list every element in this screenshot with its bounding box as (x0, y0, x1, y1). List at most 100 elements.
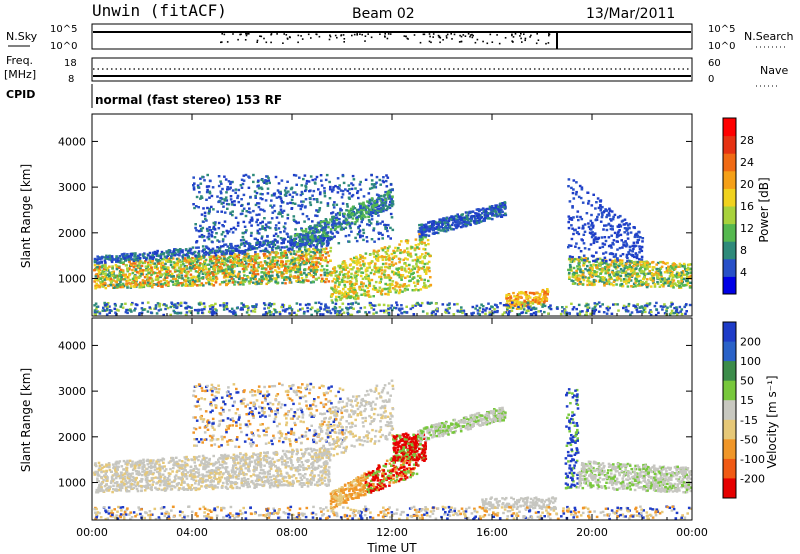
echo-cell (428, 269, 431, 273)
echo-cell (115, 260, 118, 263)
nsky-point (519, 35, 521, 37)
echo-cell (347, 294, 350, 297)
echo-cell (575, 271, 579, 274)
echo-cell (380, 208, 383, 211)
echo-cell (360, 215, 364, 218)
echo-cell (335, 295, 338, 299)
nsky-point (329, 34, 331, 37)
echo-cell (195, 195, 199, 199)
echo-cell (414, 244, 418, 247)
echo-cell (293, 252, 296, 255)
echo-cell (309, 175, 313, 178)
echo-cell (425, 286, 428, 289)
echo-cell (261, 275, 264, 278)
echo-cell (129, 286, 133, 289)
echo-cell (96, 284, 99, 287)
echo-cell (263, 248, 267, 252)
echo-cell (338, 280, 342, 284)
echo-cell (370, 218, 374, 221)
echo-cell (284, 186, 288, 190)
echo-cell (229, 246, 233, 249)
echo-cell (217, 261, 221, 264)
echo-cell (370, 173, 373, 177)
echo-cell (213, 269, 216, 272)
echo-cell (513, 302, 516, 305)
echo-cell (688, 263, 691, 266)
echo-cell (466, 214, 470, 217)
echo-cell (645, 260, 648, 263)
nsky-point (239, 33, 241, 36)
echo-cell (216, 246, 219, 249)
echo-cell (355, 216, 359, 219)
echo-cell (531, 298, 535, 302)
echo-cell (662, 280, 666, 283)
echo-cell (343, 283, 346, 287)
echo-cell (568, 257, 571, 260)
echo-cell (121, 271, 125, 274)
echo-cell (169, 270, 172, 273)
echo-cell (312, 263, 315, 266)
echo-cell (532, 297, 536, 300)
echo-cell (326, 239, 329, 243)
nsky-point (245, 34, 248, 37)
echo-cell (201, 245, 205, 248)
echo-cell (186, 250, 190, 253)
echo-cell (416, 246, 419, 249)
echo-cell (308, 201, 312, 204)
echo-cell (655, 273, 659, 277)
echo-cell (616, 265, 619, 269)
echo-cell (197, 259, 200, 262)
echo-cell (95, 286, 99, 289)
echo-cell (100, 261, 104, 264)
echo-cell (370, 183, 374, 186)
echo-cell (370, 278, 374, 282)
nsky-point (419, 41, 422, 44)
echo-cell (320, 220, 323, 224)
echo-cell (443, 221, 446, 224)
echo-cell (332, 215, 336, 219)
echo-cell (336, 277, 339, 280)
echo-cell (435, 226, 438, 229)
echo-cell (267, 279, 271, 283)
echo-cell (298, 176, 301, 179)
echo-cell (615, 260, 618, 263)
echo-cell (247, 280, 251, 283)
echo-cell (229, 273, 233, 276)
echo-cell (374, 212, 378, 215)
echo-cell (567, 268, 570, 272)
echo-cell (384, 251, 388, 254)
echo-cell (197, 186, 200, 189)
echo-cell (327, 226, 330, 229)
echo-cell (96, 266, 99, 269)
echo-cell (684, 283, 687, 287)
echo-cell (571, 259, 575, 262)
echo-cell (398, 261, 401, 264)
echo-cell (365, 273, 368, 276)
nsky-point (439, 37, 442, 39)
echo-cell (317, 236, 320, 239)
echo-cell (689, 274, 692, 277)
echo-cell (621, 265, 625, 268)
echo-cell (206, 274, 209, 277)
echo-cell (248, 282, 251, 285)
echo-cell (362, 228, 365, 232)
echo-cell (225, 249, 229, 253)
echo-cell (377, 204, 381, 207)
echo-cell (416, 274, 420, 278)
echo-cell (148, 282, 151, 286)
echo-cell (579, 280, 582, 284)
echo-cell (355, 211, 358, 215)
echo-cell (274, 227, 277, 230)
echo-cell (191, 278, 195, 282)
echo-cell (191, 284, 194, 287)
echo-cell (355, 280, 358, 283)
echo-cell (384, 198, 387, 201)
echo-cell (624, 272, 628, 275)
echo-cell (334, 298, 338, 301)
nsky-point (246, 33, 249, 35)
echo-cell (279, 270, 282, 274)
echo-cell (217, 267, 220, 271)
echo-cell (133, 275, 136, 278)
echo-cell (320, 280, 324, 283)
echo-cell (215, 277, 219, 280)
